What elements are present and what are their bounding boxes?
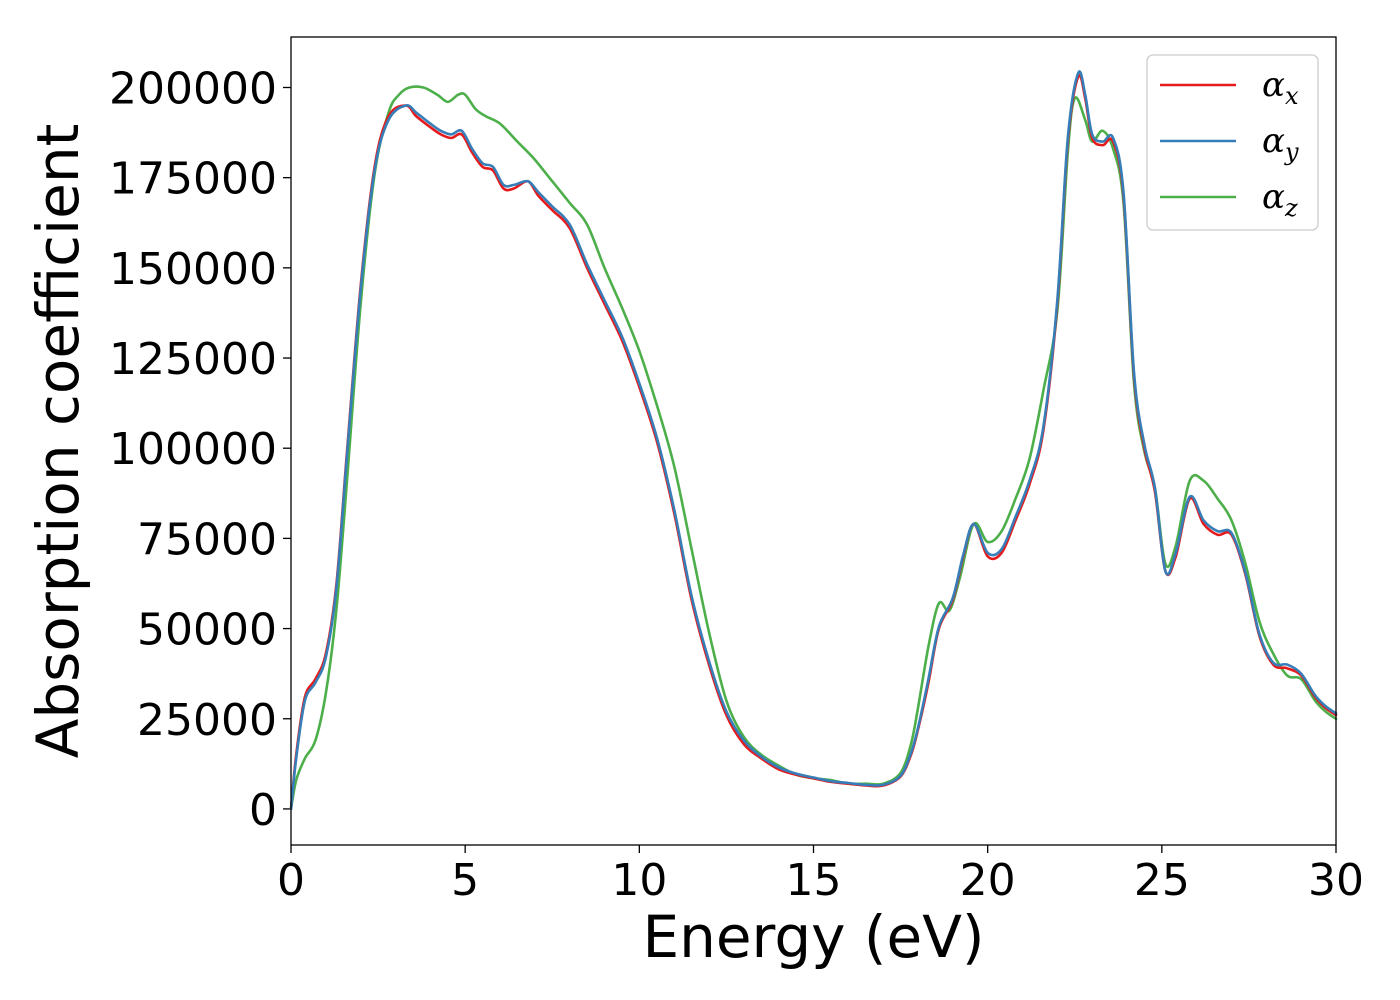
y-tick-label: 175000 [109,154,277,205]
legend-symbol: α [1262,121,1285,161]
x-tick-label: 10 [611,855,667,906]
x-tick-label: 20 [960,855,1016,906]
legend-symbol: α [1262,65,1285,105]
plot-frame [290,36,1337,846]
y-tick-label: 75000 [137,514,277,565]
x-tick-label: 30 [1308,855,1364,906]
y-tick-label: 100000 [109,424,277,475]
legend-subscript: x [1285,82,1299,110]
x-tick-label: 5 [451,855,479,906]
series-group [289,70,1338,811]
legend-symbol: α [1262,177,1285,217]
x-tick-label: 15 [786,855,842,906]
legend-subscript: y [1284,138,1299,166]
y-tick-label: 25000 [137,695,277,746]
legend-label-x: αx [1262,65,1299,110]
legend-box [1146,54,1319,231]
y-tick-label: 150000 [109,244,277,295]
y-tick-label: 125000 [109,334,277,385]
y-tick-label: 200000 [109,64,277,115]
series-line-y [289,70,1338,811]
y-tick-label: 50000 [137,605,277,656]
y-axis-label: Absorption coefficient [24,124,92,759]
y-tick-label: 0 [249,785,277,836]
legend-label-y: αy [1262,121,1299,166]
tick-group: 0 5 10 15 20 25 30 0 25000 50000 75000 100000 125000… [109,64,1364,907]
legend-subscript: z [1284,194,1298,222]
x-tick-label: 25 [1134,855,1190,906]
x-tick-label: 0 [277,855,305,906]
legend-label-z: αz [1262,177,1298,222]
x-axis-label: Energy (eV) [642,903,984,971]
